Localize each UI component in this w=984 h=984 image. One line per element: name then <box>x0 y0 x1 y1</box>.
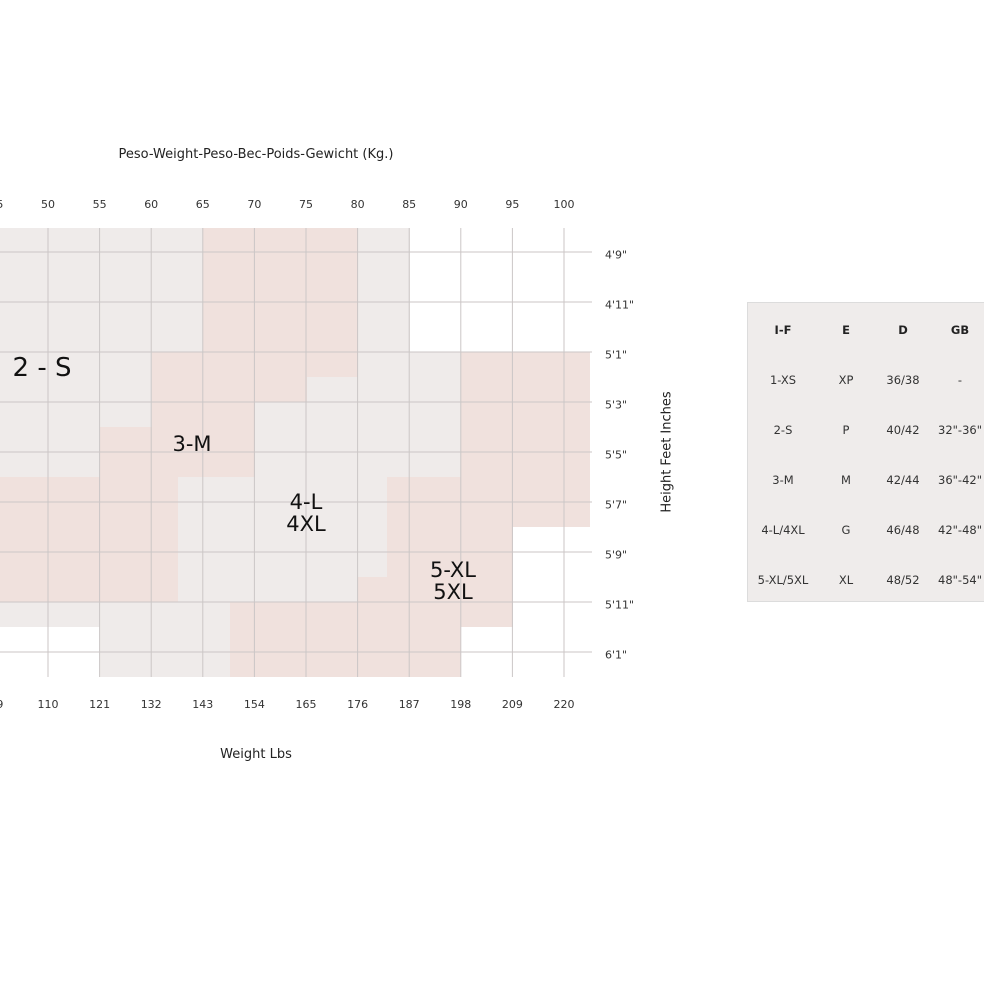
table-cell: M <box>841 473 851 487</box>
zone-grey-cell <box>0 602 100 627</box>
bottom-tick-label: 176 <box>347 698 369 711</box>
top-tick-label: 85 <box>402 198 417 211</box>
table-header-cell: GB <box>950 323 970 337</box>
height-tick-label: 5'5" <box>605 448 628 462</box>
table-cell: 2-S <box>773 423 793 437</box>
top-axis-title: Peso-Weight-Peso-Bec-Poids-Gewicht (Kg.) <box>118 147 394 162</box>
zone-5xl-cell <box>387 477 461 677</box>
zone-label-3m: 3-M <box>172 432 212 456</box>
table-cell: XL <box>838 573 854 587</box>
table-cell: P <box>842 423 850 437</box>
top-tick-label: 60 <box>144 198 159 211</box>
table-cell: 5-XL/5XL <box>757 573 809 587</box>
zone-label-5xl: 5-XL 5XL <box>430 559 476 603</box>
top-tick-label: 45 <box>0 198 3 211</box>
zone-5xl-cell <box>358 577 387 677</box>
bottom-tick-label: 187 <box>398 698 420 711</box>
zone-grey-cell <box>410 352 461 477</box>
table-header-cell: E <box>842 323 850 337</box>
height-tick-label: 5'7" <box>605 498 628 512</box>
height-tick-label: 5'3" <box>605 398 628 412</box>
height-tick-label: 6'1" <box>605 648 628 662</box>
top-tick-label: 90 <box>453 198 468 211</box>
table-cell: 36"-42" <box>938 473 982 487</box>
zone-3m-cell <box>100 427 152 602</box>
top-tick-label: 75 <box>299 198 313 211</box>
top-tick-label: 50 <box>41 198 55 211</box>
zone-3m-cell <box>152 352 178 602</box>
top-tick-label: 65 <box>195 198 210 211</box>
top-tick-label: 80 <box>350 198 365 211</box>
table-cell: 42/44 <box>886 473 920 487</box>
height-tick-label: 4'9" <box>605 248 628 262</box>
table-cell: 36/38 <box>886 373 920 387</box>
zone-3m-cell <box>178 352 203 477</box>
height-tick-label: 5'11" <box>605 598 635 612</box>
top-tick-label: 70 <box>247 198 262 211</box>
zone-label-5xl-line1: 5-XL <box>430 558 476 582</box>
zone-5xl-cell <box>230 602 358 677</box>
table-cell: 1-XS <box>769 373 797 387</box>
bottom-tick-label: 165 <box>295 698 317 711</box>
bottom-tick-label: 220 <box>553 698 575 711</box>
zone-label-2s: 2 - S <box>12 353 72 383</box>
table-cell: G <box>841 523 851 537</box>
zone-label-4l-line2: 4XL <box>286 512 326 536</box>
right-axis-title: Height Feet Inches <box>659 391 675 513</box>
zone-3m-cell <box>0 477 100 602</box>
bottom-axis-title: Weight Lbs <box>220 747 292 762</box>
table-header-cell: D <box>898 323 908 337</box>
height-tick-label: 5'9" <box>605 548 628 562</box>
table-header-cell: I-F <box>774 323 792 337</box>
top-tick-label: 100 <box>553 198 575 211</box>
height-tick-label: 5'1" <box>605 348 628 362</box>
table-cell: 32"-36" <box>938 423 982 437</box>
height-tick-label: 4'11" <box>605 298 635 312</box>
table-cell: - <box>957 373 963 387</box>
bottom-tick-label: 209 <box>501 698 523 711</box>
top-tick-label: 55 <box>92 198 107 211</box>
zone-grey-cell <box>100 602 230 677</box>
zone-3m-cell <box>255 228 307 402</box>
bottom-tick-label: 110 <box>37 698 59 711</box>
size-conversion-table: I-F E D GB 1-XS XP 36/38 - 2-S P 40/42 32"-36" 3-M M 4… <box>747 302 984 602</box>
table-cell: 4-L/4XL <box>761 523 805 537</box>
zone-label-5xl-line2: 5XL <box>433 580 473 604</box>
table-cell: 42"-48" <box>938 523 982 537</box>
zone-label-4l-line1: 4-L <box>289 490 323 514</box>
bottom-tick-label: 99 <box>0 698 3 711</box>
bottom-tick-label: 132 <box>140 698 162 711</box>
top-tick-label: 95 <box>505 198 520 211</box>
table-cell: 48"-54" <box>938 573 982 587</box>
zone-5xl-cell <box>461 527 513 627</box>
zone-5xl-cell <box>461 352 590 527</box>
bottom-tick-label: 121 <box>89 698 111 711</box>
bottom-tick-label: 198 <box>450 698 472 711</box>
bottom-tick-label: 154 <box>243 698 265 711</box>
table-cell: 40/42 <box>886 423 920 437</box>
table-cell: 46/48 <box>886 523 920 537</box>
zone-label-4l: 4-L 4XL <box>286 491 325 535</box>
bottom-tick-label: 143 <box>192 698 214 711</box>
table-cell: 3-M <box>772 473 794 487</box>
table-cell: XP <box>838 373 854 387</box>
table-cell: 48/52 <box>886 573 920 587</box>
